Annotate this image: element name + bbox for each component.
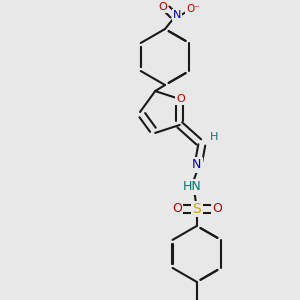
Text: S: S: [192, 202, 201, 216]
Text: N: N: [192, 158, 202, 171]
Text: HN: HN: [182, 180, 201, 194]
Text: O: O: [172, 202, 182, 215]
Text: H: H: [210, 132, 218, 142]
Text: O: O: [212, 202, 222, 215]
Text: N: N: [173, 10, 181, 20]
Text: O⁻: O⁻: [186, 4, 200, 14]
Text: O: O: [159, 2, 167, 12]
Text: O: O: [176, 94, 185, 104]
